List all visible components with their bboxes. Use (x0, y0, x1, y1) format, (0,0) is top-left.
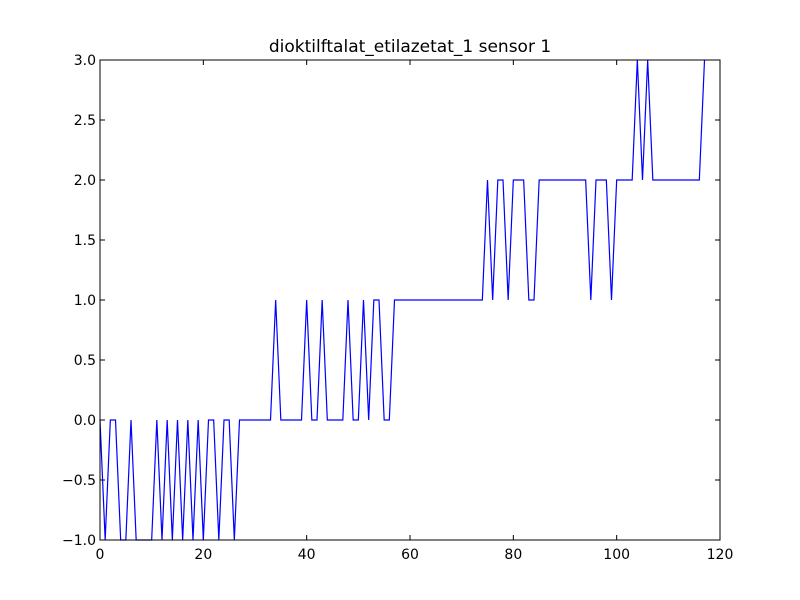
y-tick-label: 3.0 (74, 53, 96, 69)
x-tick-label: 120 (707, 547, 734, 563)
y-tick-label: −1.0 (62, 533, 96, 549)
y-tick-label: 2.5 (74, 113, 96, 129)
y-tick-label: 0.0 (74, 413, 96, 429)
y-tick-label: 2.0 (74, 173, 96, 189)
x-tick-label: 80 (504, 547, 522, 563)
x-tick-label: 20 (194, 547, 212, 563)
y-tick-label: 1.0 (74, 293, 96, 309)
x-tick-label: 0 (96, 547, 105, 563)
x-tick-label: 40 (298, 547, 316, 563)
y-tick-label: 1.5 (74, 233, 96, 249)
x-tick-label: 100 (603, 547, 630, 563)
x-tick-label: 60 (401, 547, 419, 563)
y-tick-label: −0.5 (62, 473, 96, 489)
chart-title: dioktilftalat_etilazetat_1 sensor 1 (269, 37, 551, 57)
y-tick-label: 0.5 (74, 353, 96, 369)
